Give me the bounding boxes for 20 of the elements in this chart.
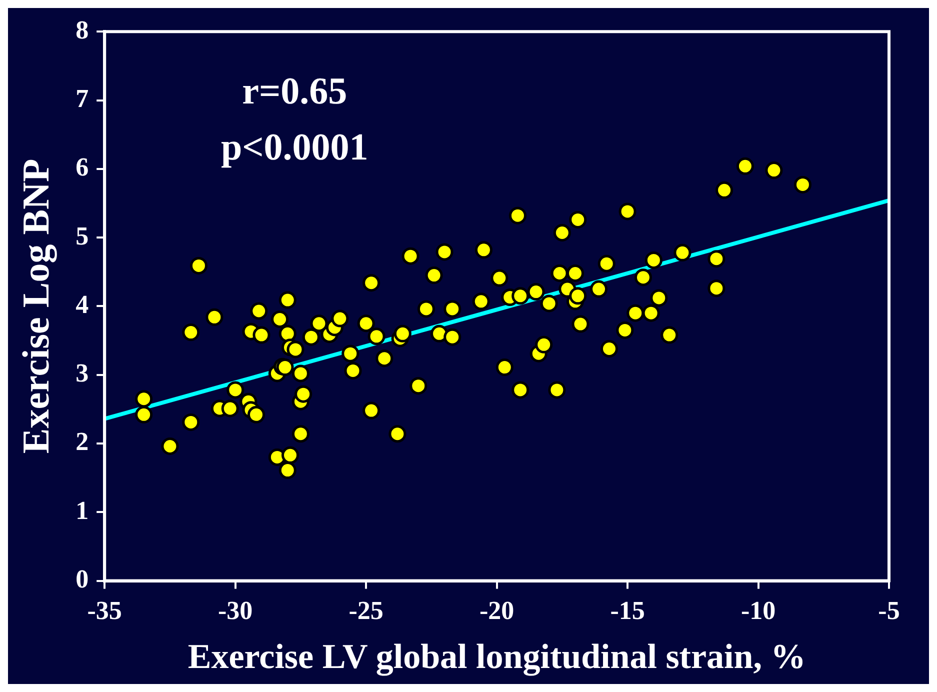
y-tick-label: 8 xyxy=(76,15,89,44)
x-tick-label: -30 xyxy=(218,596,253,626)
x-tick-label: -10 xyxy=(740,596,776,626)
y-tick-label: 3 xyxy=(76,358,89,388)
x-tick-label: -35 xyxy=(87,596,122,626)
y-axis-title: Exercise Log BNP xyxy=(16,158,58,454)
y-tick-label: 4 xyxy=(76,290,89,319)
y-tick-label: 0 xyxy=(76,564,89,594)
x-tick-label: -15 xyxy=(610,596,645,626)
annotation: r=0.65 xyxy=(242,70,348,112)
y-tick-label: 2 xyxy=(76,427,89,456)
y-tick-label: 5 xyxy=(76,221,89,250)
x-tick-label: -20 xyxy=(479,596,514,626)
x-tick-label: -5 xyxy=(878,596,900,626)
x-axis-title: Exercise LV global longitudinal strain, % xyxy=(188,637,806,676)
y-tick-label: 6 xyxy=(76,152,89,182)
x-tick-label: -25 xyxy=(348,596,384,626)
annotation: p<0.0001 xyxy=(220,126,368,168)
y-tick-label: 1 xyxy=(76,496,89,525)
y-tick-label: 7 xyxy=(76,84,89,113)
